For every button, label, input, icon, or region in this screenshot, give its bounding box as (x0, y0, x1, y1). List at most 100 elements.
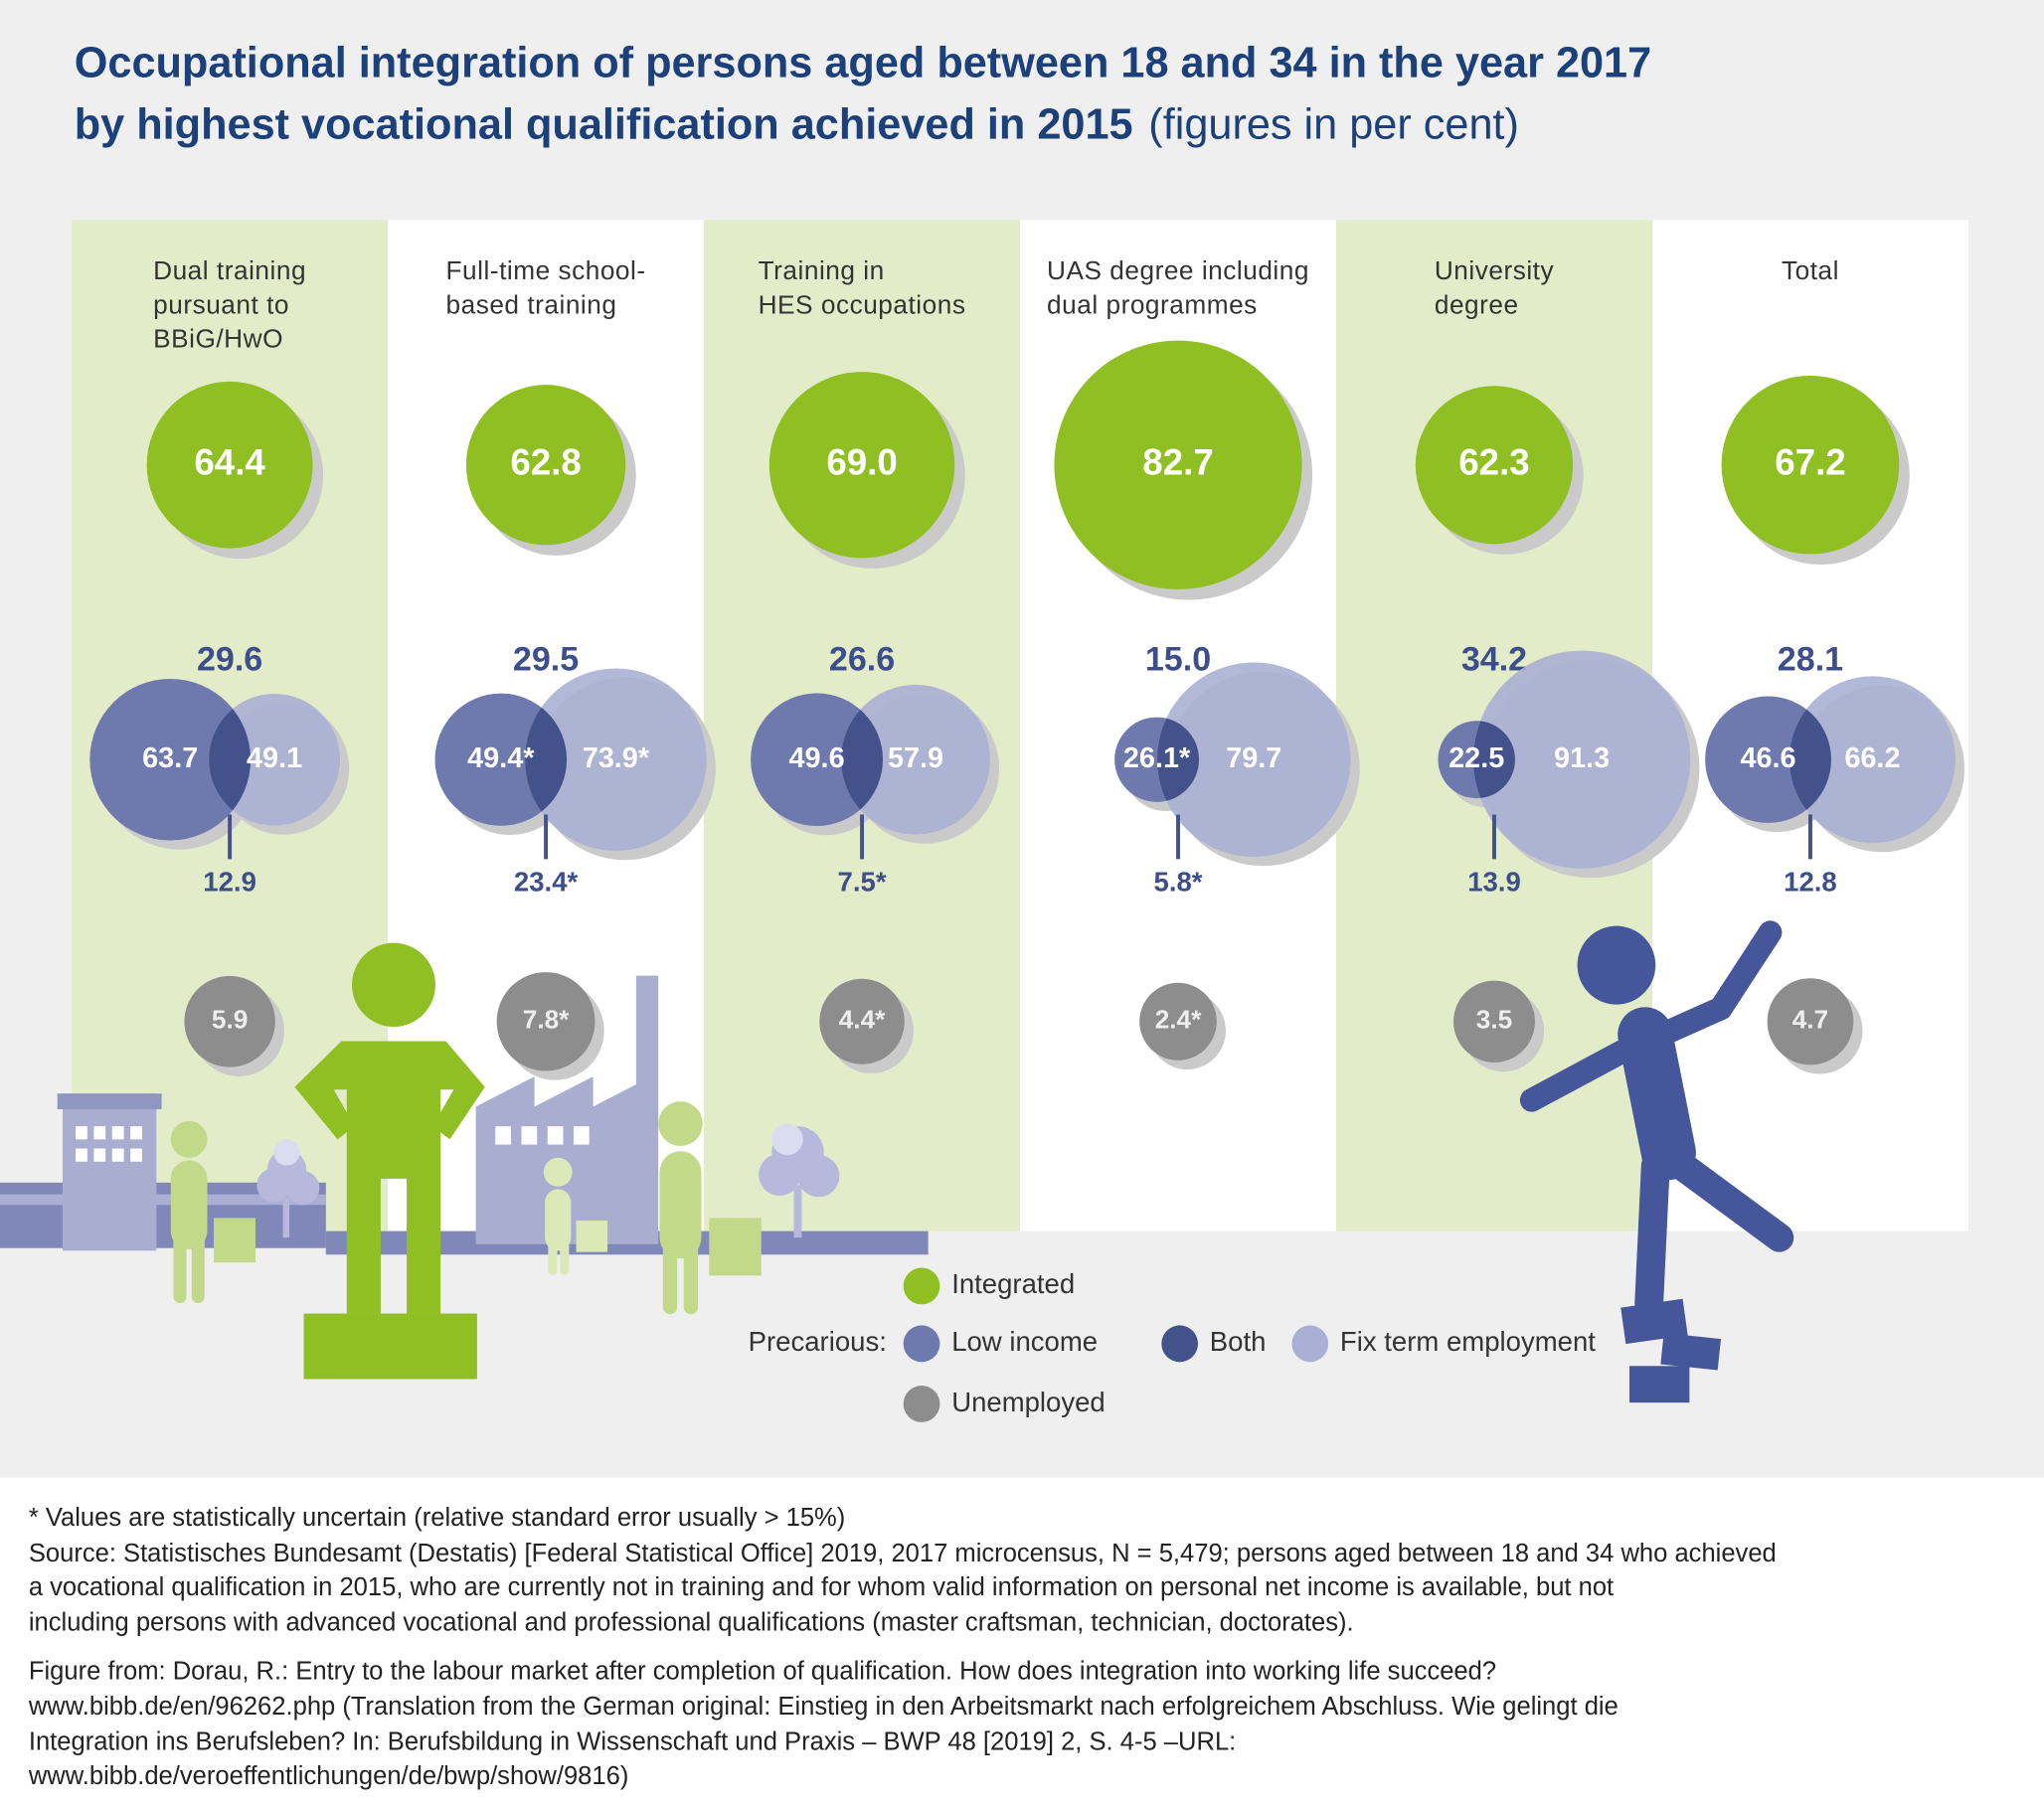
footnote: Source: Statistisches Bundesamt (Destati… (29, 1540, 1777, 1567)
legend-label: Both (1210, 1326, 1267, 1357)
overlap (209, 693, 252, 826)
value-label: 12.9 (203, 867, 256, 898)
building-roof (57, 1093, 162, 1110)
blue-figure (1519, 920, 1794, 1403)
value-label: 22.5 (1448, 742, 1504, 774)
legend-swatch (1161, 1325, 1199, 1363)
bubble (525, 668, 707, 851)
value-label: 4.7 (1792, 1005, 1828, 1035)
value-label: 3.5 (1476, 1005, 1512, 1035)
bubble (768, 372, 955, 559)
value-label: 5.9 (212, 1005, 248, 1035)
precarious-label: 29.5 (513, 640, 579, 678)
bubble (184, 975, 275, 1067)
factory-windows (495, 1126, 590, 1145)
value-label: 46.6 (1740, 742, 1795, 774)
value-label: 62.8 (510, 441, 581, 482)
footnote: including persons with advanced vocation… (29, 1609, 1354, 1637)
factory (475, 975, 659, 1244)
legend-group-label: Precarious: (749, 1326, 887, 1357)
footnote: a vocational qualification in 2015, who … (29, 1573, 1614, 1601)
bubble (1721, 375, 1900, 555)
value-label: 57.9 (888, 742, 943, 774)
category-label: pursuant to (153, 289, 289, 319)
category-label: Total (1782, 255, 1839, 285)
value-label: 63.7 (142, 742, 198, 774)
value-label: 82.7 (1142, 441, 1213, 482)
bubble (1139, 982, 1217, 1061)
bubble (1453, 980, 1535, 1063)
value-label: 91.3 (1554, 742, 1610, 774)
footnote: Integration ins Berufsleben? In: Berufsb… (29, 1727, 1236, 1755)
small-figures (170, 1101, 762, 1315)
value-label: 64.4 (194, 441, 265, 482)
category-label: based training (446, 289, 617, 319)
category-label: UAS degree including (1047, 255, 1309, 285)
bubble (1767, 978, 1854, 1066)
value-label: 79.7 (1226, 742, 1281, 774)
value-label: 73.9* (583, 742, 650, 774)
value-label: 49.1 (247, 742, 302, 774)
green-figure (294, 942, 485, 1380)
value-label: 49.4* (467, 742, 535, 774)
legend-swatch (1291, 1325, 1329, 1363)
value-label: 69.0 (826, 441, 897, 482)
legend-swatch (903, 1386, 940, 1422)
legend-label: Unemployed (951, 1387, 1106, 1417)
bubble (146, 381, 313, 549)
subtitle: (figures in per cent) (1148, 100, 1519, 148)
value-label: 23.4* (514, 867, 579, 898)
legend-swatch (903, 1267, 940, 1305)
illustration (0, 920, 1794, 1403)
legend-swatch (903, 1325, 940, 1363)
value-label: 49.6 (788, 742, 844, 774)
legend-label: Fix term employment (1340, 1326, 1596, 1357)
precarious-label: 34.2 (1461, 640, 1527, 678)
bubble (465, 385, 626, 546)
category-label: Training in (759, 255, 885, 285)
value-label: 4.4* (839, 1005, 886, 1035)
legend-label: Integrated (951, 1268, 1075, 1299)
category-label: University (1435, 255, 1555, 285)
building (62, 1093, 157, 1251)
category-label: degree (1435, 289, 1519, 319)
category-label: Full-time school- (446, 255, 646, 285)
value-label: 13.9 (1467, 867, 1521, 898)
value-label: 2.4* (1155, 1005, 1202, 1035)
value-label: 5.8* (1154, 867, 1203, 898)
category-label: dual programmes (1047, 289, 1258, 319)
category-label: BBiG/HwO (153, 323, 283, 353)
value-label: 67.2 (1775, 441, 1845, 482)
precarious-label: 28.1 (1778, 640, 1843, 678)
precarious-label: 29.6 (197, 640, 262, 678)
bubble (496, 972, 596, 1071)
footnote: Figure from: Dorau, R.: Entry to the lab… (29, 1657, 1496, 1685)
value-label: 7.5* (838, 867, 887, 898)
precarious-label: 26.6 (829, 640, 895, 678)
category-label: HES occupations (759, 289, 966, 319)
value-label: 7.8* (523, 1005, 570, 1035)
value-label: 12.8 (1784, 867, 1837, 898)
bubble (1415, 386, 1574, 545)
bubble (819, 978, 905, 1065)
category-label: Dual training (153, 255, 306, 285)
title-line: by highest vocational qualification achi… (75, 100, 1133, 148)
bubble (1473, 650, 1691, 869)
title-line: Occupational integration of persons aged… (75, 39, 1651, 86)
value-label: 66.2 (1844, 742, 1900, 774)
bubble (1788, 676, 1956, 844)
precarious-label: 15.0 (1145, 640, 1211, 678)
wall-stripe (0, 1194, 326, 1206)
footnote: * Values are statistically uncertain (re… (29, 1504, 845, 1532)
value-label: 62.3 (1458, 441, 1529, 482)
legend-label: Low income (951, 1326, 1098, 1357)
bubble (1157, 662, 1351, 857)
bubble (1054, 340, 1302, 589)
windows (76, 1126, 142, 1162)
footnote: www.bibb.de/veroeffentlichungen/de/bwp/s… (28, 1762, 628, 1790)
bubble (841, 684, 990, 835)
bubble (89, 678, 252, 841)
footnote: www.bibb.de/en/96262.php (Translation fr… (28, 1693, 1618, 1721)
value-label: 26.1* (1123, 742, 1191, 774)
